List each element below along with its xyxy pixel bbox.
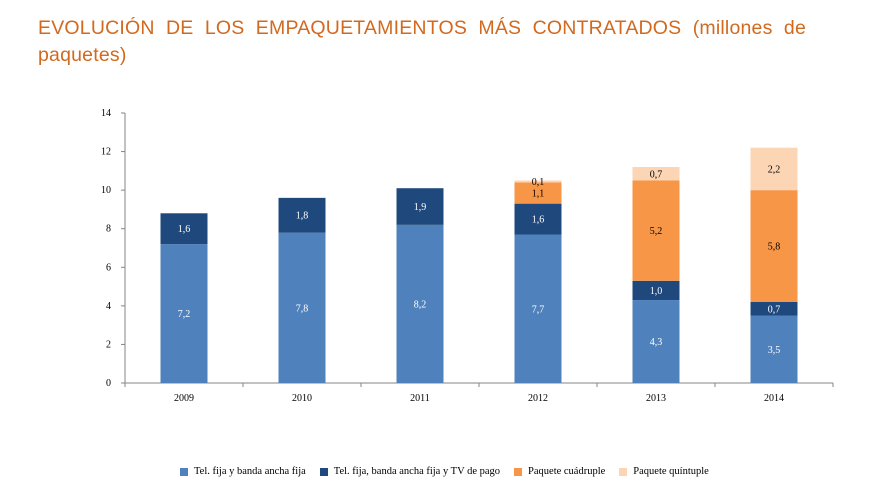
data-label: 1,6 <box>532 215 545 226</box>
bar-segment <box>278 232 326 383</box>
x-tick-label: 2010 <box>292 393 312 404</box>
bar-segment <box>632 300 680 383</box>
legend-swatch <box>319 467 328 476</box>
data-label: 0,7 <box>768 304 781 315</box>
data-label: 1,0 <box>650 286 663 297</box>
chart-title: EVOLUCIÓN DE LOS EMPAQUETAMIENTOS MÁS CO… <box>38 17 806 66</box>
bar-segment <box>396 188 444 225</box>
bar-segment <box>750 147 798 191</box>
data-label: 1,8 <box>296 211 309 222</box>
x-tick-label: 2009 <box>174 393 194 404</box>
legend-item: Paquete cuádruple <box>514 466 605 477</box>
y-tick-label: 12 <box>101 147 111 158</box>
data-label: 2,2 <box>768 164 781 175</box>
data-label: 7,2 <box>178 309 191 320</box>
bar-segment <box>396 224 444 383</box>
legend-item: Paquete quíntuple <box>619 466 709 477</box>
bar-segment <box>632 180 680 281</box>
y-tick-label: 8 <box>106 224 111 235</box>
legend-item: Tel. fija y banda ancha fija <box>180 466 306 477</box>
data-label: 1,9 <box>414 202 427 213</box>
x-tick-label: 2014 <box>764 393 784 404</box>
legend-label: Paquete cuádruple <box>528 466 606 477</box>
bar-segment <box>750 315 798 383</box>
legend-label: Paquete quíntuple <box>633 466 709 477</box>
y-tick-label: 14 <box>101 108 111 119</box>
bar-segment <box>750 302 798 316</box>
bar-segment <box>278 197 326 233</box>
data-label: 3,5 <box>768 345 781 356</box>
data-label: 7,7 <box>532 304 545 315</box>
legend-swatch <box>619 467 628 476</box>
bar-segment <box>160 213 208 245</box>
y-tick-label: 2 <box>106 339 111 350</box>
data-label: 5,2 <box>650 226 663 237</box>
bar-segment <box>632 280 680 301</box>
data-label: 8,2 <box>414 299 427 310</box>
legend-swatch <box>180 467 188 476</box>
bar-segment <box>750 190 798 302</box>
x-tick-label: 2011 <box>410 393 430 404</box>
bar-segment <box>514 180 562 183</box>
legend-label: Tel. fija y banda ancha fija <box>194 466 306 477</box>
data-label: 4,3 <box>650 337 663 348</box>
bar-segment <box>514 203 562 235</box>
bar-segment <box>632 167 680 181</box>
y-tick-label: 6 <box>106 262 111 273</box>
data-label: 1,6 <box>178 224 191 235</box>
x-tick-label: 2013 <box>646 393 666 404</box>
data-label: 0,1 <box>532 177 545 188</box>
y-tick-label: 0 <box>106 378 111 389</box>
legend-swatch <box>514 467 523 476</box>
data-label: 7,8 <box>296 303 309 314</box>
legend-item: Tel. fija, banda ancha fija y TV de pago <box>319 466 501 477</box>
data-label: 5,8 <box>768 242 781 253</box>
chart-legend: Tel. fija y banda ancha fija Tel. fija, b… <box>180 466 723 477</box>
data-label: 1,1 <box>532 189 545 200</box>
bar-segment <box>514 234 562 383</box>
legend-label: Tel. fija, banda ancha fija y TV de pago <box>333 466 501 477</box>
x-tick-label: 2012 <box>528 393 548 404</box>
y-tick-label: 10 <box>101 185 111 196</box>
y-tick-label: 4 <box>106 301 111 312</box>
data-label: 0,7 <box>650 169 663 180</box>
bar-segment <box>514 182 562 204</box>
bar-segment <box>160 244 208 383</box>
